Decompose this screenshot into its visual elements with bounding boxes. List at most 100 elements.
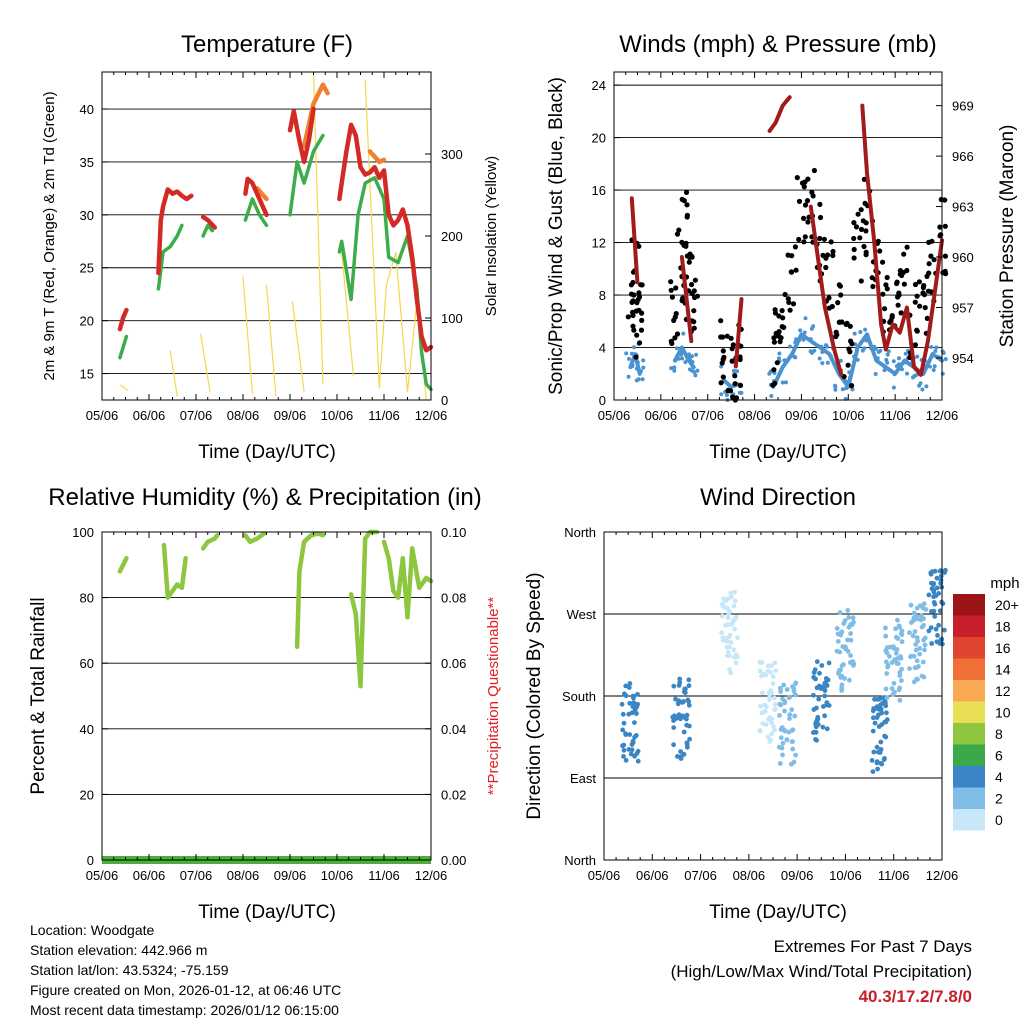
gust-point bbox=[673, 285, 679, 291]
legend-swatch bbox=[953, 594, 985, 616]
x-tick-label: 10/06 bbox=[829, 868, 862, 883]
legend-label: 2 bbox=[995, 790, 1003, 806]
sonic-wind-point bbox=[680, 356, 685, 361]
sonic-wind-point bbox=[787, 344, 792, 349]
solar-line bbox=[341, 251, 354, 376]
direction-point bbox=[723, 598, 728, 604]
gust-point bbox=[830, 248, 836, 255]
gust-point bbox=[793, 267, 799, 273]
direction-point bbox=[874, 759, 880, 765]
direction-point bbox=[921, 616, 926, 622]
gust-point bbox=[630, 323, 636, 329]
gust-point bbox=[926, 239, 932, 245]
gust-point bbox=[895, 302, 901, 308]
direction-point bbox=[824, 726, 830, 732]
direction-point bbox=[884, 710, 889, 716]
direction-point bbox=[897, 624, 902, 630]
direction-point bbox=[881, 757, 887, 762]
legend-label: 14 bbox=[995, 661, 1011, 677]
direction-point bbox=[772, 727, 777, 733]
pressure-line bbox=[860, 103, 944, 377]
dir-ylabel: Direction (Colored By Speed) bbox=[524, 572, 545, 819]
sonic-wind-point bbox=[927, 364, 932, 369]
x-tick-label: 10/06 bbox=[321, 868, 354, 883]
gust-point bbox=[926, 261, 932, 267]
sonic-wind-point bbox=[780, 380, 785, 385]
direction-point bbox=[732, 598, 738, 604]
dir-title: Wind Direction bbox=[700, 484, 856, 511]
x-tick-label: 08/06 bbox=[738, 408, 771, 423]
direction-point bbox=[760, 671, 766, 677]
direction-point bbox=[819, 663, 825, 668]
direction-point bbox=[767, 695, 772, 700]
gust-point bbox=[778, 335, 784, 341]
direction-point bbox=[893, 650, 899, 656]
gust-point bbox=[847, 323, 853, 329]
sonic-wind-point bbox=[932, 364, 937, 369]
gust-point bbox=[838, 292, 844, 298]
temp-title: Temperature (F) bbox=[181, 31, 353, 58]
gust-point bbox=[821, 236, 828, 242]
solar-line bbox=[265, 284, 277, 397]
solar-line bbox=[200, 333, 211, 393]
direction-point bbox=[632, 753, 637, 759]
direction-point bbox=[871, 749, 877, 755]
rh-ylabel: Percent & Total Rainfall bbox=[28, 597, 49, 794]
sonic-wind-point bbox=[678, 348, 683, 352]
y-tick-label: West bbox=[567, 607, 597, 622]
gust-point bbox=[882, 306, 888, 312]
direction-point bbox=[841, 662, 846, 667]
direction-point bbox=[757, 668, 763, 674]
direction-point bbox=[757, 659, 763, 665]
direction-point bbox=[889, 686, 895, 691]
gust-point bbox=[796, 236, 802, 243]
gust-point bbox=[792, 244, 799, 250]
direction-point bbox=[619, 701, 625, 707]
direction-point bbox=[732, 589, 738, 595]
direction-point bbox=[897, 673, 903, 678]
gust-point bbox=[737, 356, 743, 363]
y-tick-label: 15 bbox=[80, 367, 94, 382]
sonic-wind-point bbox=[885, 360, 890, 365]
sonic-wind-point bbox=[929, 345, 934, 349]
direction-point bbox=[938, 573, 944, 579]
temp-gridlines bbox=[102, 108, 431, 374]
pressure-line bbox=[767, 95, 792, 133]
direction-point bbox=[772, 695, 777, 701]
gust-point bbox=[836, 282, 842, 288]
direction-point bbox=[899, 666, 904, 672]
direction-point bbox=[686, 723, 692, 729]
gust-point bbox=[811, 167, 818, 174]
direction-point bbox=[921, 601, 927, 607]
gust-point bbox=[672, 335, 678, 341]
gust-point bbox=[801, 239, 807, 245]
latlon-text: Station lat/lon: 43.5324; -75.159 bbox=[30, 962, 229, 978]
sonic-wind-point bbox=[825, 360, 830, 365]
direction-point bbox=[630, 704, 636, 710]
y2-tick-label: 0.06 bbox=[441, 656, 466, 671]
sonic-wind-point bbox=[632, 345, 636, 350]
gust-point bbox=[671, 317, 677, 323]
direction-point bbox=[893, 626, 898, 632]
direction-point bbox=[792, 713, 798, 719]
sonic-wind-point bbox=[847, 370, 852, 375]
legend-label: 6 bbox=[995, 747, 1003, 763]
direction-point bbox=[936, 622, 941, 628]
temp-ticks: 15 20 25 30 35 40 0 100 200 300 05/06 06/06 07/06 08/… bbox=[80, 72, 463, 423]
direction-point bbox=[907, 630, 912, 635]
direction-point bbox=[630, 738, 636, 744]
wind-series bbox=[624, 95, 949, 403]
sonic-wind-point bbox=[769, 394, 774, 398]
gust-point bbox=[884, 274, 890, 281]
gust-point bbox=[718, 380, 724, 386]
direction-point bbox=[811, 692, 816, 698]
y2-tick-label: 300 bbox=[441, 147, 463, 162]
direction-point bbox=[814, 685, 820, 691]
gust-point bbox=[691, 308, 697, 314]
direction-point bbox=[728, 590, 734, 596]
gust-point bbox=[912, 299, 918, 305]
direction-point bbox=[627, 732, 633, 737]
x-tick-label: 09/06 bbox=[274, 408, 307, 423]
gust-point bbox=[737, 382, 744, 388]
